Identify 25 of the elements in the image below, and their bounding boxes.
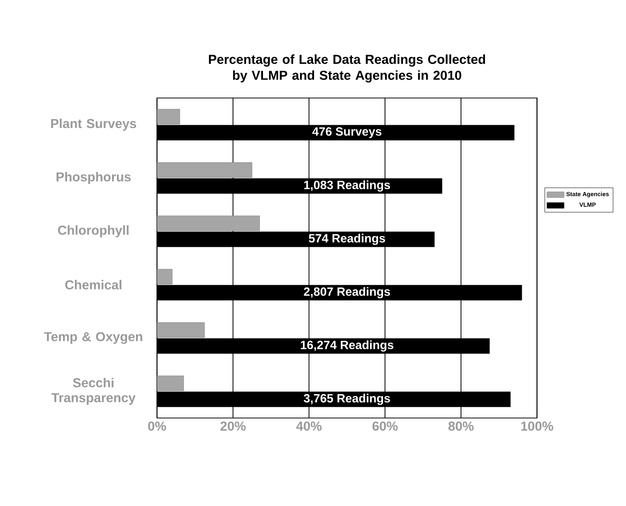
x-tick-label: 80% xyxy=(448,422,474,431)
y-tick-label: Chemical xyxy=(65,280,122,290)
annotation: 476 Surveys xyxy=(312,127,382,138)
y-tick-label: Secchi Transparency xyxy=(52,378,136,405)
bar xyxy=(157,322,205,338)
x-tick-label: 0% xyxy=(148,422,166,431)
bar xyxy=(157,216,260,232)
annotation: 16,274 Readings xyxy=(300,340,394,352)
x-tick-label: 100% xyxy=(521,422,554,431)
annotation: 3,765 Readings xyxy=(304,394,390,405)
y-tick-label: Temp & Oxygen xyxy=(44,332,142,344)
y-tick-label: Plant Surveys xyxy=(51,118,136,131)
bar xyxy=(157,108,180,124)
bar xyxy=(157,376,184,392)
chart-title: Percentage of Lake Data Readings Collected by VLMP and State Agencies in 2010 xyxy=(208,54,486,83)
y-tick-label: Phosphorus xyxy=(56,172,131,184)
x-tick-label: 20% xyxy=(220,422,246,431)
x-tick-label: 40% xyxy=(296,422,322,431)
y-tick-label: Chlorophyll xyxy=(58,225,129,238)
bar xyxy=(157,162,252,178)
annotation: 574 Readings xyxy=(308,234,386,245)
annotation: 1,083 Readings xyxy=(304,180,390,192)
bar xyxy=(157,268,172,284)
annotation: 2,807 Readings xyxy=(304,287,390,298)
x-tick-label: 60% xyxy=(372,422,398,431)
